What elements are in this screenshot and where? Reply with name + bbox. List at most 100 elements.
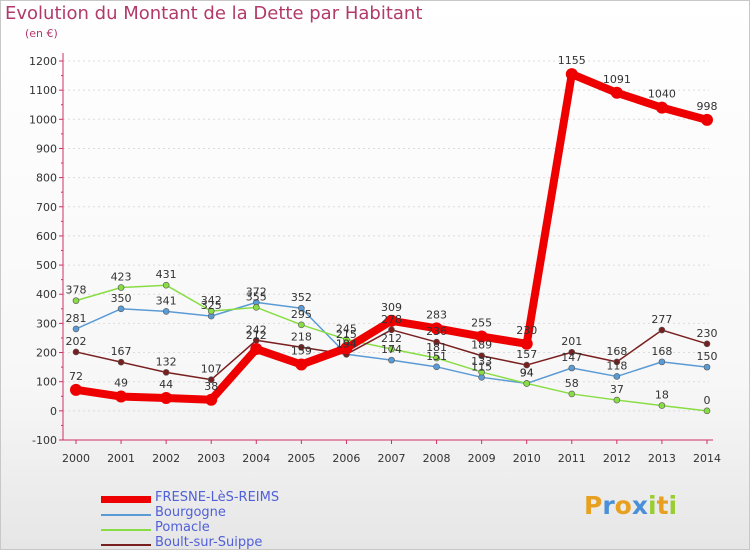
data-label: 350 <box>111 292 132 305</box>
data-point <box>388 356 395 364</box>
logo-letter: i <box>668 491 678 520</box>
x-tick-label: 2010 <box>513 452 541 465</box>
data-label: 181 <box>426 341 447 354</box>
data-point <box>703 340 711 348</box>
data-point <box>72 348 80 356</box>
data-label: 167 <box>111 345 132 358</box>
data-label: 423 <box>111 271 132 284</box>
data-point <box>568 348 576 356</box>
data-label: 133 <box>471 355 492 368</box>
data-label: 147 <box>561 351 582 364</box>
data-point <box>207 376 215 383</box>
data-label: 44 <box>159 378 173 391</box>
data-point <box>162 308 170 315</box>
data-point <box>385 314 398 327</box>
y-tick-label: 800 <box>36 172 57 185</box>
data-label: 277 <box>651 313 672 326</box>
y-tick-label: -100 <box>32 434 57 447</box>
data-label: 194 <box>336 337 357 350</box>
x-tick-label: 2003 <box>197 452 225 465</box>
x-tick-label: 2002 <box>152 452 180 465</box>
data-point <box>70 383 82 396</box>
proxiti-logo: Proxiti <box>584 491 677 520</box>
chart-title: Evolution du Montant de la Dette par Hab… <box>5 3 423 24</box>
data-label: 189 <box>471 339 492 352</box>
data-label: 352 <box>291 291 312 304</box>
data-point <box>433 338 440 346</box>
data-point <box>117 305 125 313</box>
data-label: 159 <box>291 344 312 357</box>
data-point <box>340 342 353 355</box>
data-label: 150 <box>697 350 718 363</box>
data-point <box>162 369 170 376</box>
data-point <box>613 396 621 404</box>
y-tick-label: 600 <box>36 230 57 243</box>
y-tick-label: 0 <box>50 405 57 418</box>
data-point <box>565 68 578 81</box>
data-label: 342 <box>201 294 222 307</box>
logo-letter: x <box>631 491 648 520</box>
y-tick-label: 1100 <box>29 84 57 97</box>
y-tick-label: 700 <box>36 201 57 214</box>
x-tick-label: 2007 <box>378 452 406 465</box>
y-tick-label: 200 <box>36 347 57 360</box>
data-point <box>568 390 576 398</box>
data-point <box>298 321 305 329</box>
data-point <box>658 326 666 334</box>
data-label: 309 <box>381 301 402 314</box>
data-point <box>475 330 488 343</box>
data-label: 212 <box>381 332 402 345</box>
x-tick-label: 2001 <box>107 452 135 465</box>
data-point <box>160 392 173 405</box>
logo-letter: o <box>614 491 632 520</box>
data-label: 194 <box>336 337 357 350</box>
data-point <box>430 322 443 335</box>
y-tick-label: 400 <box>36 288 57 301</box>
data-point <box>703 363 711 371</box>
data-label: 38 <box>204 380 218 393</box>
data-label: 236 <box>426 325 447 338</box>
data-point <box>117 358 125 366</box>
data-point <box>117 284 125 291</box>
logo-letter: r <box>602 491 615 520</box>
data-label: 157 <box>516 348 537 361</box>
data-point <box>701 113 713 126</box>
data-point <box>72 325 80 333</box>
data-point <box>478 368 485 376</box>
data-point <box>655 101 668 114</box>
data-label: 174 <box>381 343 402 356</box>
data-point <box>478 352 485 360</box>
legend-label-fresne: FRESNE-LèS-REIMS <box>155 490 280 505</box>
data-point <box>388 345 395 353</box>
data-label: 245 <box>336 322 357 335</box>
data-label: 325 <box>201 299 222 312</box>
x-tick-label: 2004 <box>242 452 270 465</box>
logo-letter: i <box>648 491 657 520</box>
data-label: 72 <box>69 370 83 383</box>
data-label: 1040 <box>648 88 676 101</box>
data-label: 378 <box>66 284 87 297</box>
data-point <box>115 390 128 403</box>
data-label: 278 <box>381 313 402 326</box>
data-label: 431 <box>156 268 177 281</box>
x-tick-label: 2000 <box>62 452 90 465</box>
data-label: 215 <box>336 328 357 341</box>
data-point <box>72 297 80 304</box>
data-label: 94 <box>520 366 534 379</box>
data-label: 218 <box>291 330 312 343</box>
data-label: 1091 <box>603 73 631 86</box>
logo-letter: P <box>584 491 603 520</box>
x-tick-label: 2014 <box>693 452 721 465</box>
data-point <box>298 343 305 351</box>
legend-swatch-pomacle <box>101 529 151 531</box>
data-label: 1155 <box>558 54 586 67</box>
data-point <box>658 358 666 366</box>
unit-label: (en €) <box>25 27 58 40</box>
data-label: 230 <box>516 324 537 337</box>
legend-swatch-boult <box>101 544 151 546</box>
legend-label-pomacle: Pomacle <box>155 520 210 535</box>
x-tick-label: 2006 <box>332 452 360 465</box>
data-point <box>433 363 440 371</box>
y-tick-label: 100 <box>36 376 57 389</box>
